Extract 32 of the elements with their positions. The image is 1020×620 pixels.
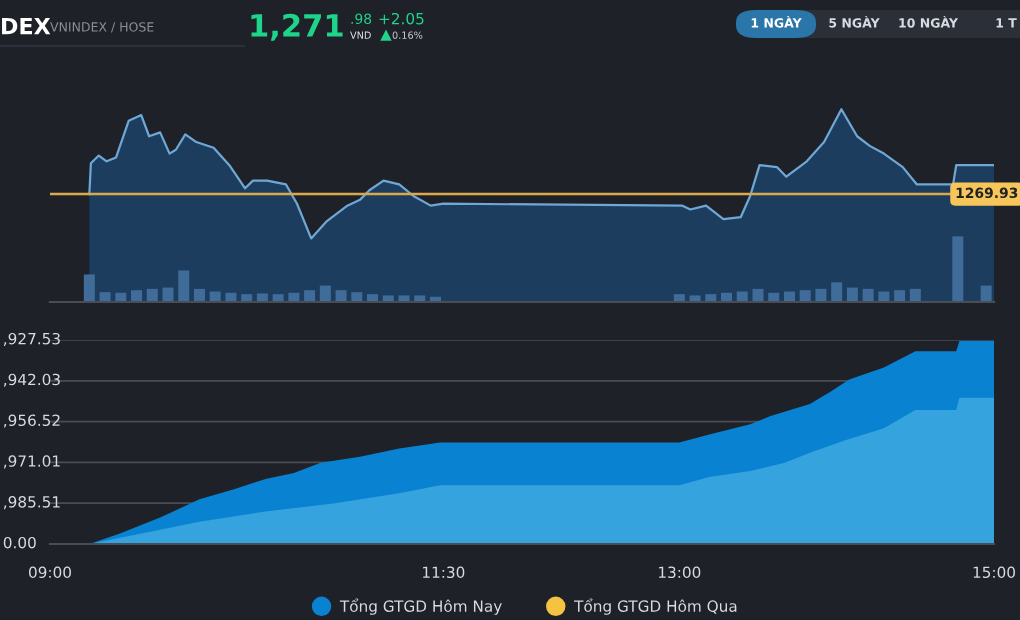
bar (815, 288, 827, 302)
bar (894, 290, 906, 302)
bar (209, 291, 221, 302)
bar (256, 293, 268, 302)
bar (193, 288, 205, 302)
bar (146, 288, 158, 302)
bar (304, 290, 316, 302)
bar (414, 295, 426, 302)
bar (752, 288, 764, 302)
bar (878, 291, 890, 302)
bar (831, 282, 843, 302)
bar (162, 287, 174, 302)
bar (909, 288, 921, 302)
bar (398, 295, 410, 302)
bar (83, 274, 95, 302)
bar (319, 285, 331, 302)
bar (862, 288, 874, 302)
bar (382, 295, 394, 302)
bar (799, 290, 811, 302)
chart-title: DEX (2, 17, 51, 35)
bar (178, 270, 190, 302)
bar (980, 285, 992, 302)
text: 1,271 (251, 13, 343, 41)
bar (335, 290, 347, 302)
bar (952, 236, 964, 302)
bar (689, 295, 701, 302)
bar (131, 290, 143, 302)
bar (846, 287, 858, 302)
bar (736, 291, 748, 302)
bar (351, 292, 363, 302)
bar (783, 291, 795, 302)
bar (99, 292, 111, 302)
